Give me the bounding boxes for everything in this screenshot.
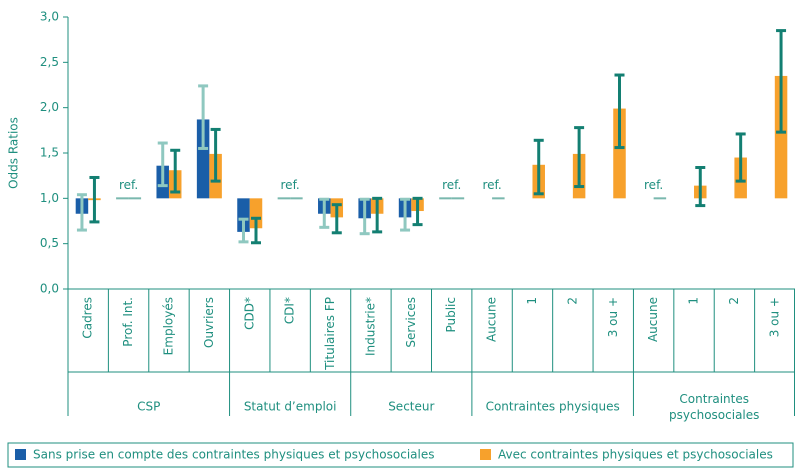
value-label: ref. <box>482 178 501 192</box>
x-tick-label: Aucune <box>485 297 499 342</box>
x-tick-label: Public <box>444 297 458 333</box>
x-tick-label: 3 ou + <box>606 297 620 337</box>
y-axis-label: Odds Ratios <box>7 117 21 189</box>
group-label: Secteur <box>388 400 434 414</box>
legend-label: Avec contraintes physiques et psychosoci… <box>498 448 773 462</box>
ref-bar <box>653 197 667 200</box>
x-tick-label: 2 <box>727 297 741 305</box>
bar <box>249 198 263 229</box>
x-tick-label: 3 ou + <box>767 297 781 337</box>
ref-bar <box>116 197 129 200</box>
ref-bar <box>492 197 505 200</box>
x-tick-label: 1 <box>525 297 539 305</box>
group-label: Contraintes psychosociales <box>669 392 759 422</box>
y-tick-label: 1,5 <box>40 146 59 160</box>
x-tick-label: 1 <box>687 297 701 305</box>
legend-label: Sans prise en compte des contraintes phy… <box>33 448 434 462</box>
y-tick-label: 3,0 <box>40 10 59 24</box>
x-tick-label: Prof. Int. <box>121 297 135 347</box>
bar <box>774 75 788 199</box>
legend-box <box>7 442 794 468</box>
x-tick-label: Employés <box>161 297 175 355</box>
x-tick-label: Titulaires FP <box>323 297 337 371</box>
ref-bar <box>128 197 142 200</box>
bar <box>237 198 250 232</box>
ref-bar <box>451 197 465 200</box>
value-label: ref. <box>644 178 663 192</box>
group-label: Statut d’emploi <box>244 400 337 414</box>
group-label: Contraintes physiques <box>486 400 620 414</box>
x-tick-label: Aucune <box>646 297 660 342</box>
ref-bar <box>290 197 303 200</box>
bar <box>196 119 210 199</box>
group-label: CSP <box>137 400 160 414</box>
x-tick-label: Ouvriers <box>202 297 216 348</box>
ref-bar <box>277 197 291 200</box>
value-label: ref. <box>442 178 461 192</box>
y-tick-label: 2,5 <box>40 55 59 69</box>
x-tick-label: Services <box>404 297 418 348</box>
bar <box>613 108 626 199</box>
ref-bar <box>439 197 452 200</box>
legend-swatch <box>15 449 26 460</box>
y-tick-label: 2,0 <box>40 100 59 114</box>
y-tick-label: 0,0 <box>40 282 59 296</box>
x-tick-label: 2 <box>565 297 579 305</box>
y-tick-label: 1,0 <box>40 191 59 205</box>
x-tick-label: Cadres <box>81 297 95 339</box>
y-tick-label: 0,5 <box>40 236 59 250</box>
legend-swatch <box>480 449 491 460</box>
x-tick-label: CDI* <box>283 297 297 324</box>
x-tick-label: Industrie* <box>363 297 377 356</box>
x-tick-label: CDD* <box>242 297 256 330</box>
value-label: ref. <box>119 178 138 192</box>
value-label: ref. <box>281 178 300 192</box>
